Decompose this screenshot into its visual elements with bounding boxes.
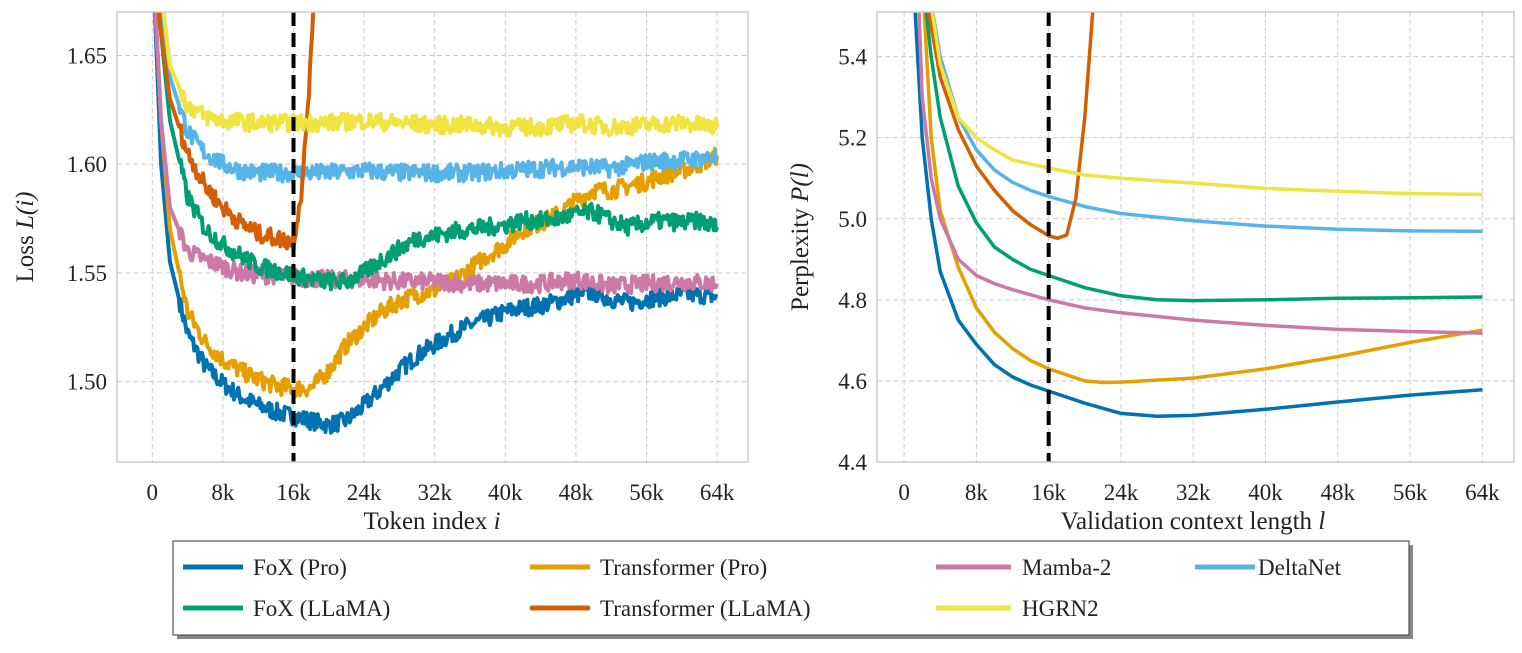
- perplexity-y-tick-label: 5.2: [838, 126, 867, 151]
- perplexity-x-tick-label: 24k: [1104, 480, 1139, 505]
- loss-series-group: [152, 12, 720, 435]
- loss-series-fox-llama: [156, 12, 719, 292]
- perplexity-x-tick-label: 48k: [1321, 480, 1356, 505]
- perplexity-y-tick-label: 4.6: [838, 369, 867, 394]
- perplexity-series-mamba-2: [917, 12, 1483, 335]
- loss-x-tick-label: 64k: [700, 480, 735, 505]
- perplexity-x-tick-label: 8k: [965, 480, 989, 505]
- loss-y-tick-label: 1.65: [67, 43, 107, 68]
- loss-x-tick-label: 40k: [488, 480, 523, 505]
- perplexity-y-tick-label: 5.0: [838, 207, 867, 232]
- loss-x-tick-label: 8k: [211, 480, 235, 505]
- perplexity-x-tick-label: 32k: [1176, 480, 1211, 505]
- loss-series-hgrn2: [161, 12, 720, 138]
- loss-y-tick-label: 1.60: [67, 152, 107, 177]
- legend-label: Transformer (Pro): [600, 555, 767, 580]
- perplexity-y-tick-label: 4.8: [838, 288, 867, 313]
- legend: FoX (Pro) Transformer (Pro) Mamba-2 DeltaNe…: [172, 540, 1413, 639]
- perplexity-series-fox-pro: [913, 12, 1483, 418]
- loss-x-tick-label: 56k: [629, 480, 664, 505]
- loss-series-fox-pro: [152, 12, 719, 435]
- legend-label: Mamba-2: [1022, 555, 1111, 580]
- loss-series-transformer-llama: [156, 12, 316, 253]
- loss-series-transformer-pro: [153, 12, 720, 398]
- perplexity-plot: 0 8k 16k 24k 32k 40k 48k 56k 64k 4.4 4.6 4.8 5.0 5.2 5…: [838, 11, 1515, 505]
- loss-plot: 0 8k 16k 24k 32k 40k 48k 56k 64k 1.50 1.55 1.60 1.65: [67, 11, 749, 505]
- perplexity-series-deltanet: [931, 12, 1483, 234]
- loss-x-tick-label: 24k: [347, 480, 382, 505]
- loss-x-tick-label: 48k: [559, 480, 594, 505]
- legend-label: DeltaNet: [1258, 555, 1342, 580]
- loss-x-tick-label: 16k: [276, 480, 311, 505]
- perplexity-x-axis-label: Validation context length l: [1061, 508, 1326, 535]
- legend-label: FoX (Pro): [253, 555, 347, 580]
- perplexity-x-tick-label: 40k: [1248, 480, 1283, 505]
- perplexity-x-tick-label: 16k: [1031, 480, 1066, 505]
- loss-y-axis-label: Loss L(i): [12, 192, 39, 283]
- perplexity-x-tick-label: 64k: [1465, 480, 1500, 505]
- perplexity-y-tick-label: 4.4: [838, 450, 867, 475]
- perplexity-plot-frame: [876, 11, 1515, 463]
- perplexity-series-hgrn2: [930, 12, 1483, 197]
- legend-label: Transformer (LLaMA): [600, 596, 811, 621]
- perplexity-plot-area: [877, 12, 1514, 462]
- legend-label: FoX (LLaMA): [253, 596, 390, 621]
- loss-y-tick-label: 1.50: [67, 370, 107, 395]
- perplexity-x-tick-label: 56k: [1393, 480, 1428, 505]
- loss-plot-frame: [116, 11, 749, 463]
- perplexity-x-tick-label: 0: [898, 480, 910, 505]
- perplexity-y-tick-label: 5.4: [838, 45, 867, 70]
- loss-x-tick-label: 32k: [417, 480, 452, 505]
- loss-series-mamba-2: [153, 12, 719, 296]
- legend-box: [172, 540, 1410, 636]
- legend-label: HGRN2: [1022, 596, 1099, 621]
- perplexity-y-axis-label: Perplexity P(l): [787, 163, 814, 311]
- perplexity-series-transformer-llama: [926, 12, 1095, 240]
- loss-x-axis-label: Token index i: [363, 508, 500, 535]
- loss-x-tick-label: 0: [147, 480, 159, 505]
- loss-series-deltanet: [159, 12, 719, 184]
- loss-y-tick-label: 1.55: [67, 261, 107, 286]
